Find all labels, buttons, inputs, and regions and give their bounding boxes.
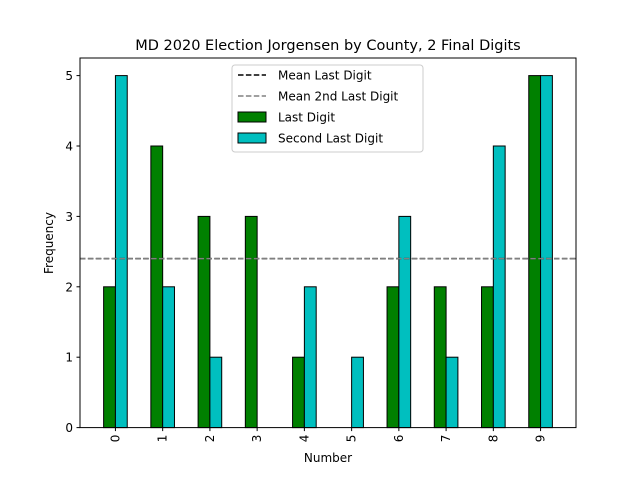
legend: Mean Last Digit Mean 2nd Last Digit Last D…: [231, 64, 424, 153]
x-tick-label: 5: [345, 435, 359, 443]
x-tick-label: 3: [250, 435, 264, 443]
y-tick-label: 1: [65, 351, 73, 365]
legend-label: Last Digit: [278, 111, 335, 125]
bar-last-digit-4: [292, 356, 305, 429]
bar-second-last-digit-8: [492, 145, 506, 429]
legend-label: Mean Last Digit: [278, 69, 372, 83]
bar-second-last-digit-6: [398, 215, 412, 429]
x-tick-label: 9: [534, 435, 548, 443]
bar-second-last-digit-9: [540, 75, 553, 429]
legend-frame: [231, 64, 424, 153]
x-tick-label: 4: [297, 435, 311, 443]
bar-last-digit-8: [481, 286, 494, 429]
x-tick-label: 0: [108, 435, 122, 443]
bar-second-last-digit-4: [303, 286, 317, 429]
bar-last-digit-9: [528, 75, 542, 429]
x-tick-label: 7: [439, 435, 453, 443]
legend-swatch-box: [237, 132, 267, 144]
plot-frame: [79, 57, 577, 429]
bar-second-last-digit-5: [351, 356, 364, 429]
y-tick-label: 3: [65, 210, 73, 224]
x-tick-label: 1: [156, 435, 170, 443]
y-axis-label: Frequency: [42, 212, 56, 274]
bar-last-digit-0: [103, 286, 116, 429]
x-axis: 0 1 2 3 4 5 6 7 8 9: [108, 427, 548, 443]
y-tick-label: 4: [65, 140, 73, 154]
legend-label: Second Last Digit: [278, 132, 383, 146]
y-tick-label: 0: [65, 421, 73, 435]
y-axis: 0 1 2 3 4 5: [65, 69, 80, 435]
y-tick-label: 2: [65, 280, 73, 294]
bar-last-digit-3: [244, 215, 258, 429]
x-tick-label: 8: [486, 435, 500, 443]
x-tick-label: 6: [392, 435, 406, 443]
x-tick-label: 2: [203, 435, 217, 443]
chart-title: MD 2020 Election Jorgensen by County, 2 …: [135, 38, 521, 54]
bar-second-last-digit-0: [114, 75, 128, 429]
bar-second-last-digit-1: [162, 286, 175, 429]
y-tick-label: 5: [65, 69, 73, 83]
bar-last-digit-1: [150, 145, 164, 429]
legend-swatch-box: [237, 111, 267, 123]
bar-second-last-digit-7: [445, 356, 459, 429]
x-axis-label: Number: [304, 451, 352, 465]
bar-last-digit-2: [197, 215, 211, 429]
bar-last-digit-7: [433, 286, 447, 429]
bar-last-digit-6: [386, 286, 400, 429]
legend-label: Mean 2nd Last Digit: [278, 90, 399, 104]
bar-second-last-digit-2: [209, 356, 223, 429]
